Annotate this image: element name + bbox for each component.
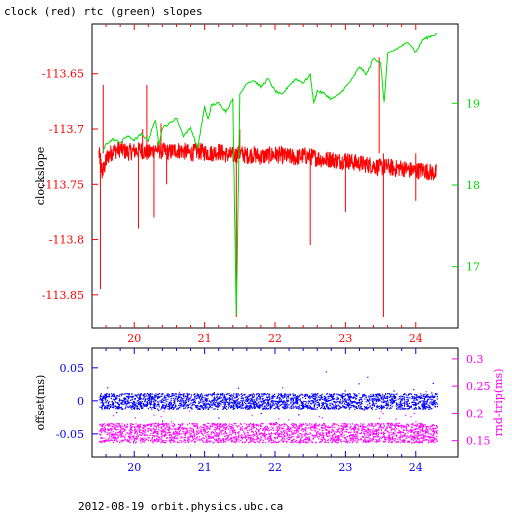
offset-panel: 20 21 22 23 24 0.05 0 -0.05 0.3 0.25 0.2 0.15 offset…	[34, 347, 505, 474]
offset-series	[99, 371, 438, 424]
x-tick-label: 23	[338, 461, 352, 474]
y-tick-label: -0.05	[56, 428, 84, 441]
y-tick-label: 0.05	[60, 362, 85, 375]
y2-tick-label: 18	[466, 179, 480, 192]
x-tick-label: 22	[268, 461, 282, 474]
y-tick-label: -113.7	[49, 123, 84, 136]
x-tick-label: 22	[268, 332, 282, 345]
y-tick-label: -113.85	[42, 289, 84, 302]
x-tick-label: 21	[198, 332, 212, 345]
x-tick-label: 23	[338, 332, 352, 345]
rtc-slope-series	[102, 32, 438, 316]
y2-tick-label: 0.2	[466, 407, 484, 420]
y-tick-label: 0	[77, 395, 84, 408]
x-tick-label: 21	[198, 461, 212, 474]
clock-slope-series	[98, 141, 437, 181]
x-tick-label: 24	[409, 332, 423, 345]
y2-axis-label: rnd-trip(ms)	[492, 369, 505, 437]
roundtrip-series	[99, 387, 438, 444]
y-tick-label: -113.8	[49, 234, 84, 247]
data-layer	[98, 32, 438, 317]
chart-title: clock (red) rtc (green) slopes	[4, 5, 203, 18]
y2-tick-label: 19	[466, 97, 480, 110]
x-tick-label: 20	[127, 461, 141, 474]
data-layer	[99, 371, 438, 444]
x-tick-label: 20	[127, 332, 141, 345]
slope-panel: 20 21 22 23 24 -113.65 -113.7 -113.75 -113.8 -113…	[34, 23, 480, 345]
y2-tick-label: 17	[466, 261, 480, 274]
y2-tick-label: 0.15	[466, 435, 491, 448]
y-tick-label: -113.65	[42, 68, 84, 81]
footer-text: 2012-08-19 orbit.physics.ubc.ca	[78, 500, 284, 513]
y-axis-label: clockslope	[34, 147, 47, 205]
y-axis-label: offset(ms)	[34, 375, 47, 431]
y-tick-label: -113.75	[42, 178, 84, 191]
y2-tick-label: 0.25	[466, 380, 491, 393]
y2-tick-label: 0.3	[466, 353, 484, 366]
x-tick-label: 24	[409, 461, 423, 474]
